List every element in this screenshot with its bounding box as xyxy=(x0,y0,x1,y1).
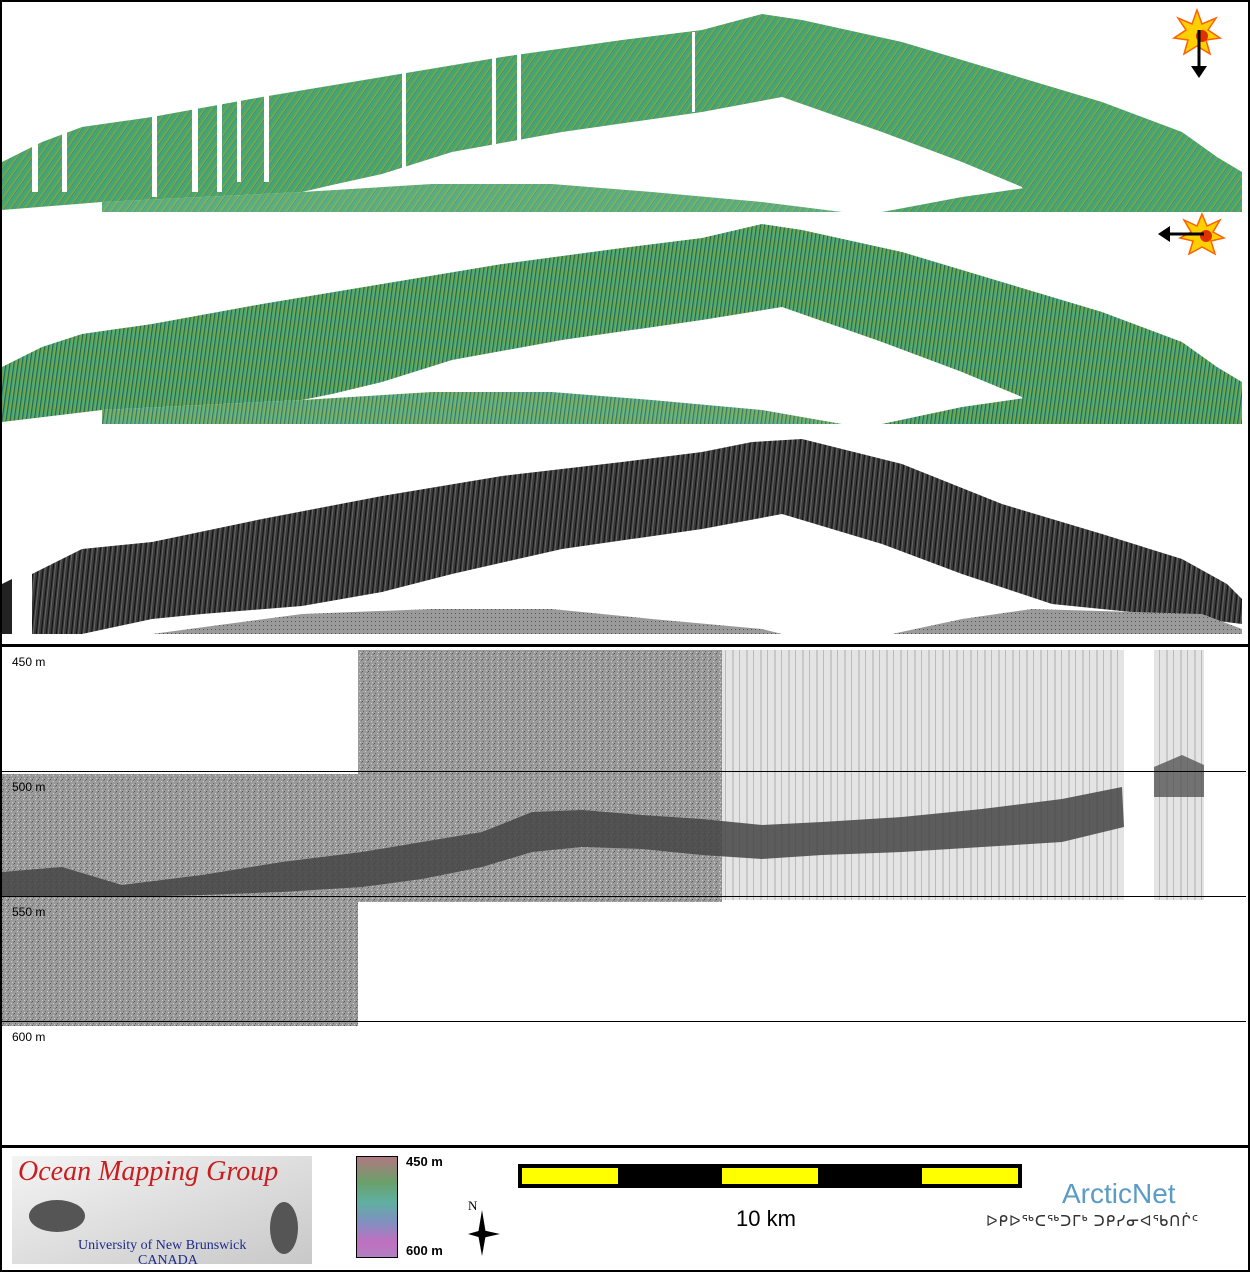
scale-bar-segment xyxy=(522,1168,618,1184)
depth-profile-panel: 450 m 500 m 550 m 600 m xyxy=(2,647,1246,1145)
swath-upper xyxy=(2,14,1242,210)
swath-lower xyxy=(102,392,842,424)
backscatter-panel xyxy=(2,424,1246,644)
north-arrow-icon: N xyxy=(468,1198,500,1256)
arcticnet-logo: ArcticNet xyxy=(1062,1178,1176,1209)
separator-line xyxy=(0,644,1250,647)
swath-upper xyxy=(32,439,1242,634)
bathymetry-east-illuminated-panel xyxy=(2,212,1246,424)
depth-gridline-550 xyxy=(2,896,1246,897)
swath-lower xyxy=(102,184,842,212)
sun-arrow-down-icon xyxy=(1172,8,1222,78)
legend-footer: Ocean Mapping Group University of New Br… xyxy=(2,1148,1246,1270)
depth-gridline-500 xyxy=(2,771,1246,772)
swath-lower-right xyxy=(892,609,1242,634)
swath-lower-right xyxy=(882,397,1242,424)
ocean-mapping-group-logo: Ocean Mapping Group University of New Br… xyxy=(12,1156,312,1268)
colorbar-top-label: 450 m xyxy=(406,1154,443,1169)
depth-gridline-600 xyxy=(2,1021,1246,1022)
separator-line xyxy=(0,1145,1250,1148)
svg-text:N: N xyxy=(468,1198,478,1213)
arcticnet-inuktitut: ᐅᑭᐅᖅᑕᖅᑐᒥᒃ ᑐᑭᓯᓂᐊᖃᑎᒌᑦ xyxy=(986,1213,1200,1230)
omg-title: Ocean Mapping Group xyxy=(18,1156,279,1187)
depth-label-500: 500 m xyxy=(12,780,46,794)
omg-country: CANADA xyxy=(138,1253,198,1268)
depth-colorbar xyxy=(356,1156,398,1258)
scale-bar-segment xyxy=(722,1168,818,1184)
bathymetry-north-illuminated-panel xyxy=(2,2,1246,212)
swath-lower-right xyxy=(882,187,1242,212)
omg-university: University of New Brunswick xyxy=(78,1238,247,1253)
scale-bar xyxy=(518,1164,1022,1188)
swath-upper xyxy=(2,224,1242,422)
seabed-reflector xyxy=(2,787,1124,897)
depth-label-450: 450 m xyxy=(12,655,46,669)
bathymetry-east-swath xyxy=(2,224,1242,424)
colorbar-bottom-label: 600 m xyxy=(406,1243,443,1258)
bathymetry-north-swath xyxy=(2,14,1242,212)
backscatter-swath xyxy=(2,439,1242,634)
depth-label-550: 550 m xyxy=(12,905,46,919)
swath-lower xyxy=(152,609,782,634)
scale-bar-segment xyxy=(922,1168,1018,1184)
scale-bar-label: 10 km xyxy=(736,1206,796,1231)
depth-label-600: 600 m xyxy=(12,1030,46,1044)
sun-arrow-left-icon xyxy=(1158,212,1226,256)
profile-echogram xyxy=(2,650,1204,1026)
